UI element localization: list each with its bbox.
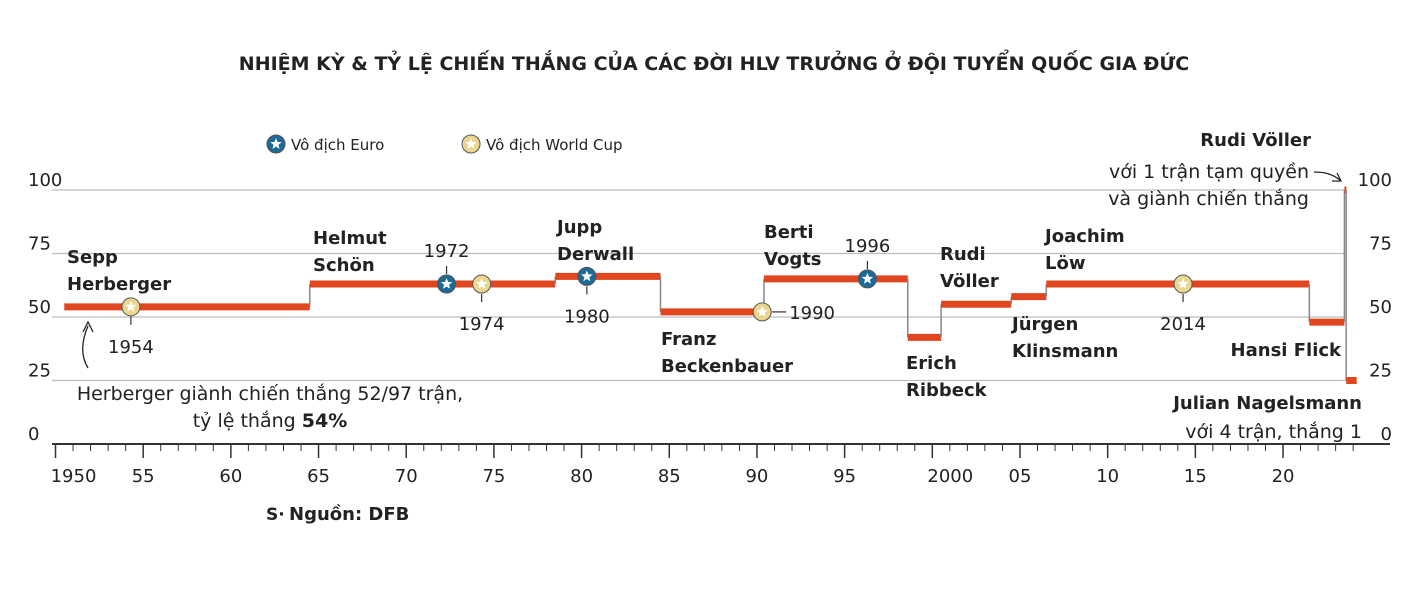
marker-star (270, 138, 282, 149)
trophy-year: 1990 (789, 303, 835, 324)
trophy-year: 1972 (424, 241, 470, 262)
x-tick-label: 85 (658, 466, 681, 487)
x-tick-label: 1950 (51, 466, 97, 487)
coach-name: Vogts (764, 249, 822, 270)
x-tick-label: 90 (745, 466, 768, 487)
annotation-part: tỷ lệ thắng (193, 409, 302, 432)
x-tick-label: 05 (1009, 466, 1032, 487)
coach-name: Franz (661, 329, 716, 350)
x-tick-label: 60 (219, 466, 242, 487)
y-tick-label: 25 (28, 361, 51, 382)
trophy-marker (472, 274, 492, 294)
marker-star (465, 138, 477, 149)
coach-name: Rudi (940, 244, 986, 265)
coach-name: Hansi Flick (1231, 340, 1342, 361)
source: Nguồn: DFB (289, 504, 409, 525)
y-tick-label-right: 100 (1358, 170, 1392, 191)
coach-name: Rudi Völler (1200, 130, 1311, 151)
legend-label: Vô địch Euro (291, 136, 384, 154)
coach-name: Joachim (1043, 226, 1125, 247)
marker-star (1177, 278, 1189, 289)
marker-star (756, 305, 768, 317)
logo-mark: S· (266, 505, 285, 525)
trophy-year: 1996 (845, 236, 891, 257)
trophy-marker (1173, 274, 1193, 294)
coach-name: Herberger (67, 274, 171, 295)
y-tick-label: 100 (28, 170, 62, 191)
trophy-marker (752, 302, 772, 322)
x-tick-label: 15 (1184, 466, 1207, 487)
trophy-year: 2014 (1160, 314, 1206, 335)
annotation: và giành chiến thắng (1108, 187, 1309, 210)
x-minor-ticks (72, 444, 1354, 451)
trophy-marker (577, 266, 597, 286)
annotation-arrow (1313, 171, 1343, 182)
coach-name: Julian Nagelsmann (1171, 393, 1362, 414)
y-tick-label: 75 (28, 234, 51, 255)
y-tick-label-right: 50 (1369, 297, 1392, 318)
annotation: với 1 trận tạm quyền (1109, 161, 1309, 183)
trophy-marker (437, 274, 457, 294)
x-tick-label: 2000 (927, 466, 973, 487)
y-tick-label-right: 25 (1369, 361, 1392, 382)
x-tick-label: 65 (307, 466, 330, 487)
y-tick-label-right: 75 (1369, 234, 1392, 255)
annotation: Herberger giành chiến thắng 52/97 trận, (77, 382, 463, 405)
annotation: tỷ lệ thắng 54% (193, 409, 348, 432)
marker-star (581, 270, 593, 282)
x-tick-label: 20 (1272, 466, 1295, 487)
marker-star (475, 278, 488, 289)
marker-star (861, 272, 874, 284)
x-tick-label: 80 (570, 466, 593, 487)
coach-name: Völler (940, 271, 999, 292)
annotation-emphasis: 54% (302, 410, 347, 432)
chart-title: NHIỆM KỲ & TỶ LỆ CHIẾN THẮNG CỦA CÁC ĐỜI… (239, 49, 1189, 75)
coach-name: Schön (313, 255, 375, 276)
legend-marker (266, 134, 286, 154)
trophy-year: 1954 (108, 337, 154, 358)
trophy-marker (121, 297, 141, 317)
marker-star (440, 278, 453, 289)
y-tick-label-right: 0 (1381, 424, 1392, 445)
annotation: với 4 trận, thắng 1 (1185, 420, 1362, 443)
x-tick-label: 70 (395, 466, 418, 487)
coach-name: Berti (764, 222, 814, 243)
coach-name: Sepp (67, 247, 118, 268)
trophy-marker (857, 269, 877, 289)
y-tick-label: 50 (28, 297, 51, 318)
legend-label: Vô địch World Cup (486, 136, 623, 154)
coach-name: Jupp (555, 217, 602, 238)
marker-star (125, 300, 137, 312)
source-logo: S· (266, 505, 285, 525)
x-tick-label: 95 (833, 466, 856, 487)
coach-name: Jürgen (1010, 314, 1078, 335)
coach-name: Klinsmann (1012, 341, 1118, 362)
coach-name: Derwall (557, 244, 634, 265)
coach-name: Erich (906, 353, 957, 374)
annotation-arrow (82, 320, 94, 369)
trophy-year: 1980 (564, 306, 610, 327)
x-tick-label: 75 (482, 466, 505, 487)
coach-name: Beckenbauer (661, 356, 793, 377)
coach-name: Helmut (313, 228, 387, 249)
x-tick-label: 55 (132, 466, 155, 487)
trophy-year: 1974 (459, 314, 505, 335)
coach-name: Ribbeck (906, 380, 988, 401)
x-tick-label: 10 (1096, 466, 1119, 487)
legend-marker (461, 134, 481, 154)
coach-name: Löw (1045, 253, 1085, 274)
y-tick-label: 0 (28, 424, 39, 445)
